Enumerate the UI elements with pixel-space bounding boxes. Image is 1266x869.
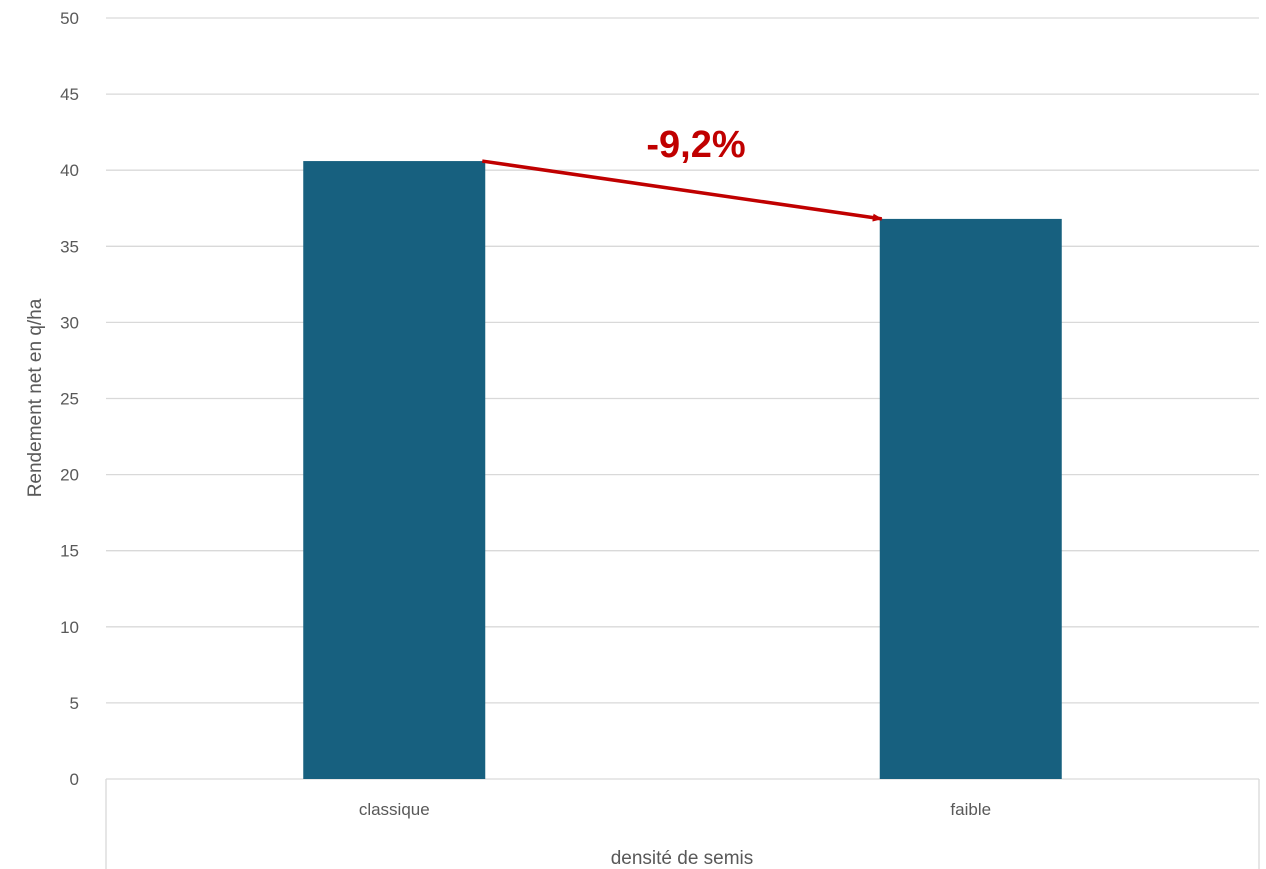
bars — [303, 161, 1062, 780]
y-tick-label: 35 — [60, 237, 79, 256]
y-tick-label: 40 — [60, 161, 79, 180]
y-tick-label: 45 — [60, 85, 79, 104]
y-tick-label: 20 — [60, 466, 79, 485]
x-tick-label: faible — [950, 800, 991, 819]
y-tick-label: 0 — [70, 770, 79, 789]
y-tick-label: 30 — [60, 313, 79, 332]
y-tick-label: 50 — [60, 9, 79, 28]
change-arrow — [481, 159, 883, 222]
y-tick-label: 10 — [60, 618, 79, 637]
y-tick-label: 5 — [70, 694, 79, 713]
y-tick-label: 25 — [60, 390, 79, 409]
x-tick-label: classique — [359, 800, 430, 819]
y-tick-label: 15 — [60, 542, 79, 561]
change-annotation: -9,2% — [481, 124, 883, 222]
axis-labels: 0 5 10 15 20 25 30 35 40 45 50 classique faible — [60, 9, 991, 819]
category-axis — [105, 778, 1260, 869]
y-axis-title: Rendement net en q/ha — [25, 298, 46, 497]
x-axis-title: densité de semis — [611, 848, 754, 869]
bar-faible — [879, 218, 1062, 780]
change-percent-label: -9,2% — [646, 124, 745, 166]
gridlines — [106, 17, 1259, 704]
bar-classique — [303, 161, 486, 779]
